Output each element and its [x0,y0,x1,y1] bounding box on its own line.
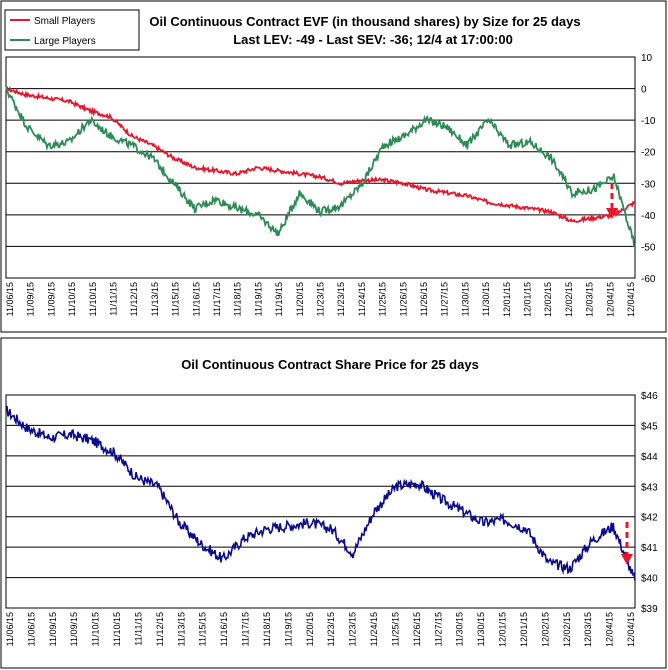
x-tick-label: 11/10/15 [88,282,98,316]
x-tick-label: 11/20/15 [295,282,305,316]
price-x-axis: 11/06/15 11/06/15 11/09/15 11/09/15 11/10/15… [5,612,636,647]
y-tick-label: $40 [641,574,658,585]
x-tick-label: 11/25/15 [378,282,388,316]
x-tick-label: 12/01/15 [498,612,508,647]
x-tick-label: 11/30/15 [481,282,491,316]
y-tick-label: 0 [641,85,647,96]
y-tick-label: -10 [641,116,656,127]
evf-series [5,85,636,248]
y-tick-label: $43 [641,482,658,493]
x-tick-label: 11/23/15 [348,612,358,646]
x-tick-label: 11/26/15 [398,282,408,316]
series-line-large-players [5,85,636,248]
price-series [5,405,636,581]
x-tick-label: 11/09/15 [69,612,79,646]
x-tick-label: 12/03/15 [583,612,593,647]
x-tick-label: 11/09/15 [46,282,56,316]
evf-gridlines [6,56,635,279]
x-tick-label: 11/24/15 [369,612,379,646]
y-tick-label: $39 [641,604,658,615]
evf-legend: Small Players Large Players [4,9,140,51]
x-tick-label: 11/10/15 [67,282,77,316]
x-tick-label: 11/17/15 [241,612,251,646]
series-line-price [5,405,636,581]
x-tick-label: 11/25/15 [390,612,400,646]
price-panel [0,337,667,669]
x-tick-label: 11/18/15 [233,282,243,316]
x-tick-label: 11/06/15 [5,612,15,646]
legend-box [4,9,140,51]
x-tick-label: 11/12/15 [155,612,165,646]
x-tick-label: 11/23/15 [336,282,346,316]
x-tick-label: 11/19/15 [274,282,284,316]
x-tick-label: 11/09/15 [48,612,58,646]
x-tick-label: 11/20/15 [305,612,315,646]
x-tick-label: 11/26/15 [412,612,422,646]
x-tick-label: 11/15/15 [198,612,208,646]
legend-large-label: Large Players [34,36,96,47]
x-tick-label: 12/02/15 [540,612,550,647]
x-tick-label: 12/04/15 [626,282,636,317]
y-tick-label: -40 [641,211,656,222]
y-tick-label: -30 [641,179,656,190]
x-tick-label: 11/13/15 [176,612,186,646]
x-tick-label: 11/17/15 [212,282,222,316]
x-tick-label: 11/27/15 [433,612,443,646]
x-tick-label: 12/04/15 [605,612,615,647]
x-tick-label: 11/18/15 [262,612,272,646]
x-tick-label: 11/19/15 [283,612,293,646]
x-tick-label: 11/11/15 [133,612,143,646]
x-tick-label: 12/02/15 [564,282,574,317]
evf-y-axis: 10 0 -10 -20 -30 -40 -50 -60 [641,53,656,285]
y-tick-label: $46 [641,391,658,402]
x-tick-label: 11/13/15 [150,282,160,316]
x-tick-label: 11/24/15 [357,282,367,316]
x-tick-label: 12/01/15 [523,282,533,317]
x-tick-label: 11/30/15 [460,282,470,316]
series-line-small-players [5,85,636,224]
x-tick-label: 12/04/15 [605,282,615,317]
x-tick-label: 11/30/15 [476,612,486,646]
price-y-axis: $46 $45 $44 $43 $42 $41 $40 $39 [641,391,658,615]
legend-small-label: Small Players [34,16,95,27]
price-title: Oil Continuous Contract Share Price for … [181,357,479,372]
x-tick-label: 12/01/15 [502,282,512,317]
x-tick-label: 11/10/15 [112,612,122,646]
x-tick-label: 12/02/15 [562,612,572,647]
y-tick-label: $41 [641,543,658,554]
y-tick-label: -60 [641,274,656,285]
x-tick-label: 11/23/15 [316,282,326,316]
x-tick-label: 11/06/15 [26,612,36,646]
x-tick-label: 11/26/15 [419,282,429,316]
x-tick-label: 11/11/15 [109,282,119,316]
evf-x-axis: 11/06/15 11/09/15 11/09/15 11/10/15 11/10/15… [5,282,636,317]
x-tick-label: 12/01/15 [519,612,529,647]
price-arrow [621,522,633,565]
evf-arrow [606,183,618,219]
y-tick-label: -20 [641,148,656,159]
x-tick-label: 11/19/15 [253,282,263,316]
x-tick-label: 11/10/15 [91,612,101,646]
x-tick-label: 12/03/15 [585,282,595,317]
x-tick-label: 11/09/15 [26,282,36,316]
y-tick-label: -50 [641,242,656,253]
x-tick-label: 11/06/15 [5,282,15,316]
evf-subtitle: Last LEV: -49 - Last SEV: -36; 12/4 at 1… [233,32,513,47]
x-tick-label: 11/30/15 [455,612,465,646]
x-tick-label: 11/15/15 [171,282,181,316]
y-tick-label: $44 [641,452,658,463]
evf-title: Oil Continuous Contract EVF (in thousand… [149,14,580,29]
y-tick-label: 10 [641,53,653,64]
y-tick-label: $42 [641,513,658,524]
x-tick-label: 12/02/15 [543,282,553,317]
x-tick-label: 11/12/15 [129,282,139,316]
x-tick-label: 11/16/15 [219,612,229,646]
x-tick-label: 11/16/15 [191,282,201,316]
y-tick-label: $45 [641,421,658,432]
x-tick-label: 11/27/15 [440,282,450,316]
x-tick-label: 11/23/15 [326,612,336,646]
x-tick-label: 12/04/15 [626,612,636,647]
